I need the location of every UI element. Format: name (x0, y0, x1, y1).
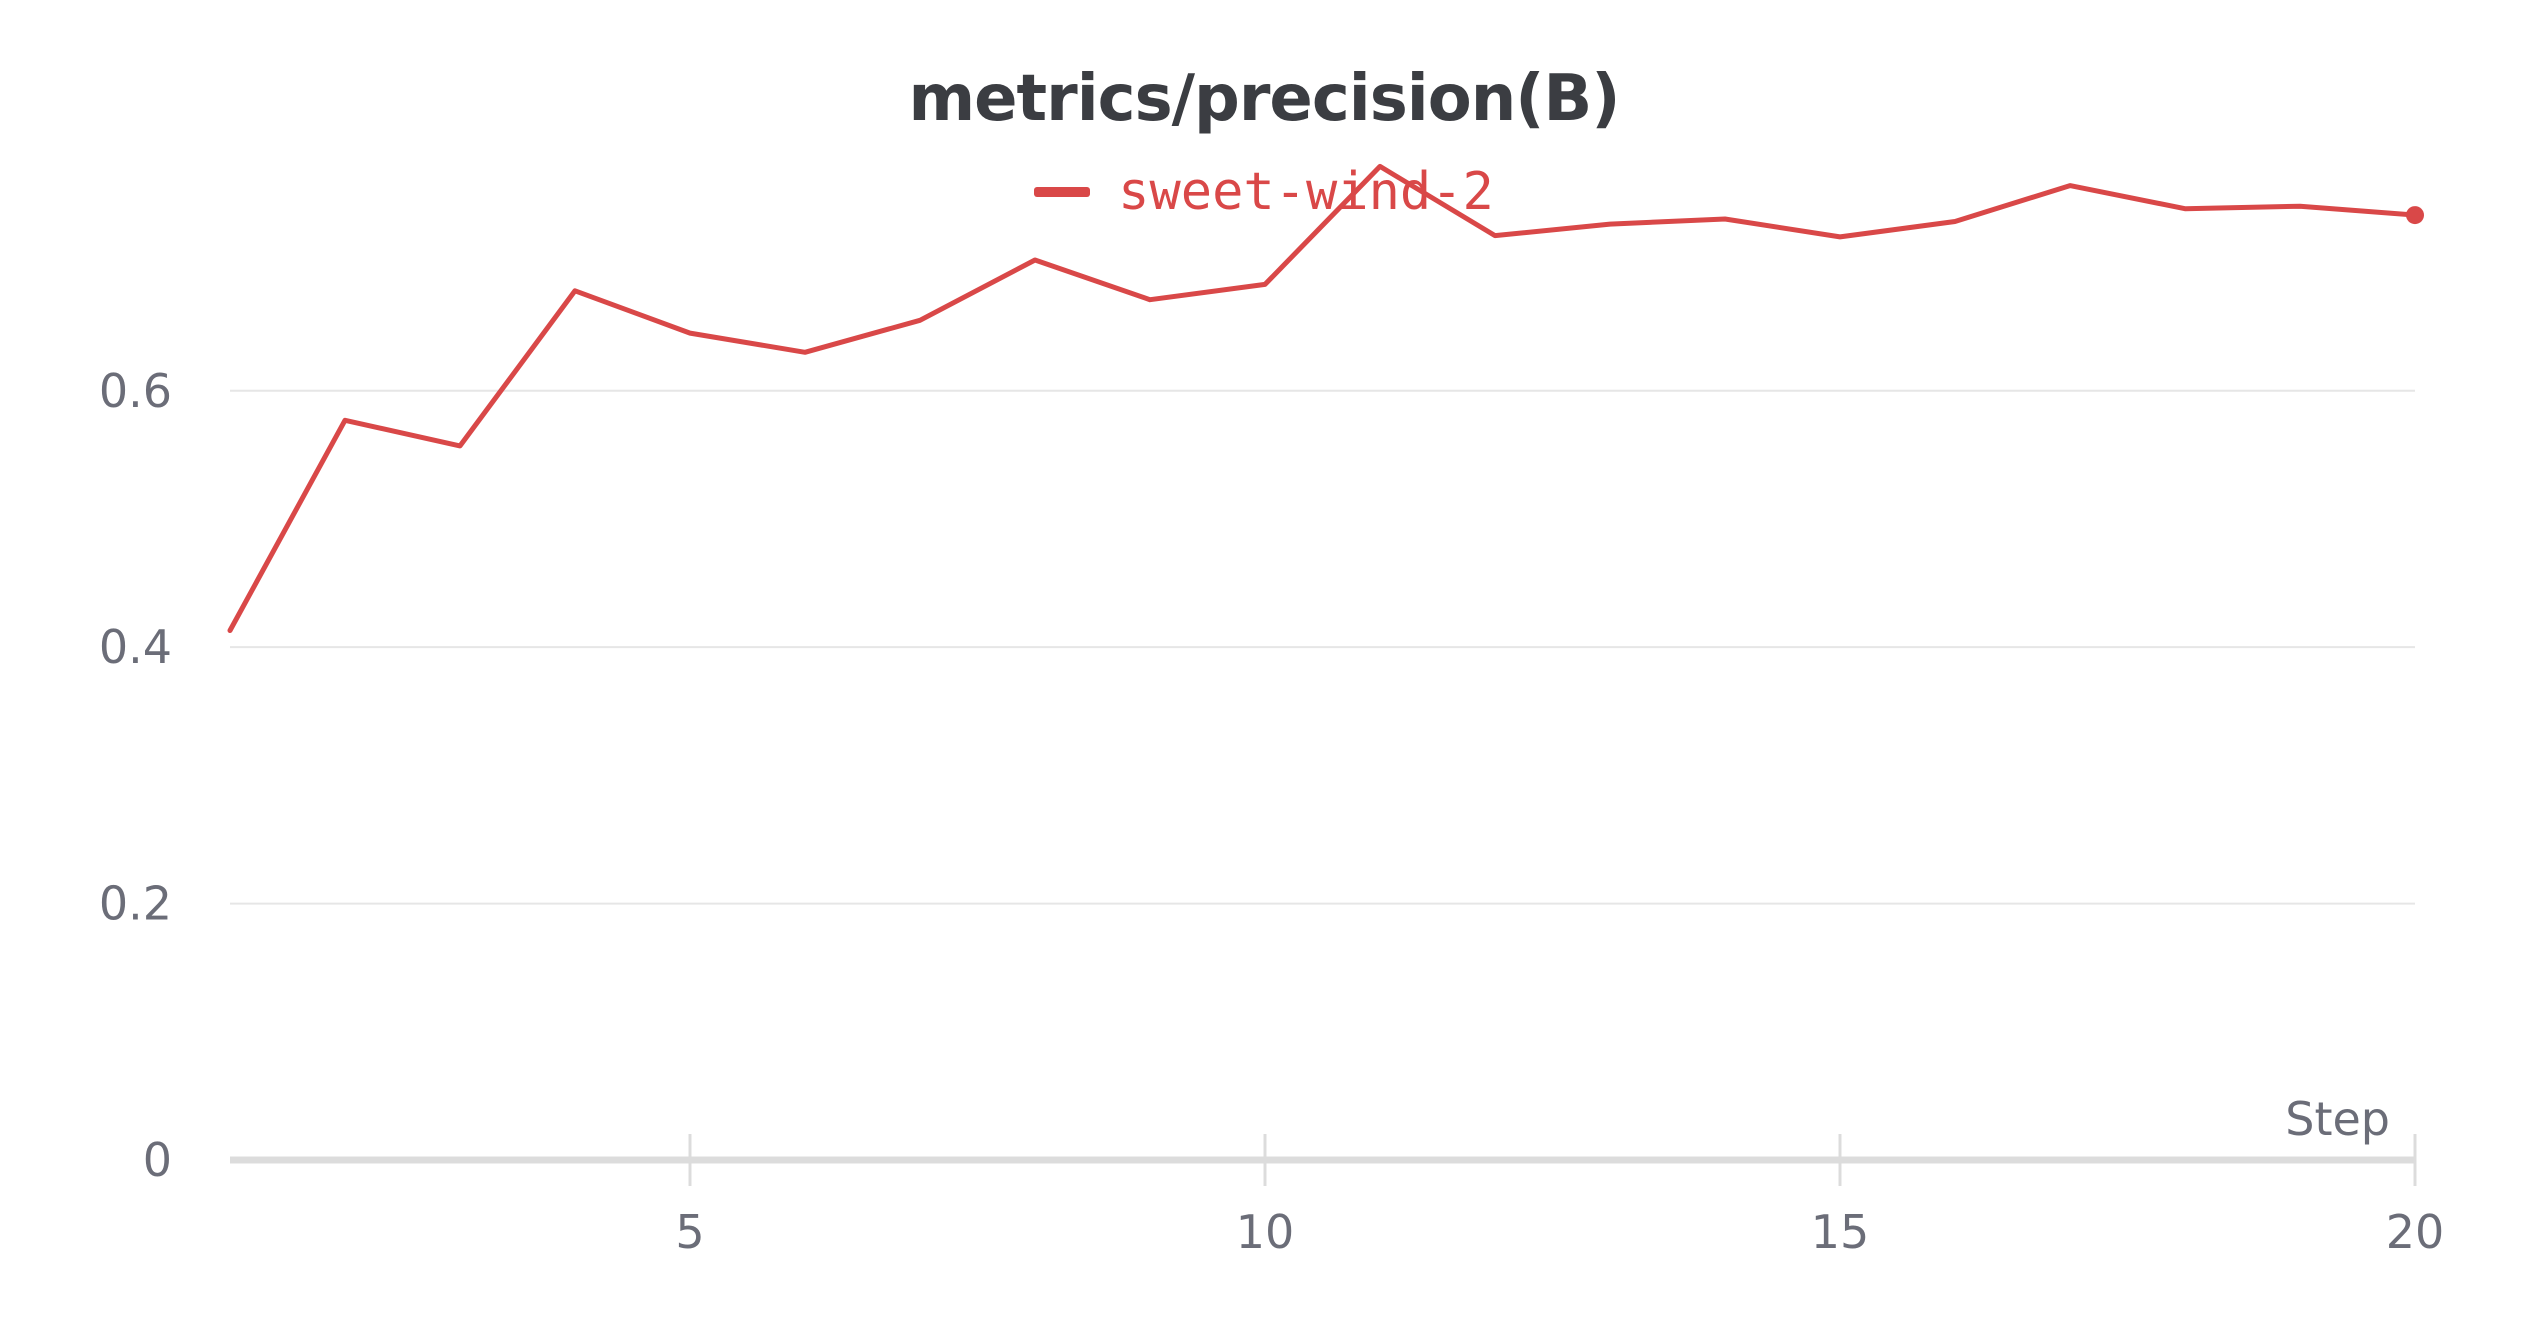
data-point (2181, 205, 2189, 213)
y-tick-label: 0.6 (99, 364, 172, 418)
x-tick-labels: 5 10 15 20 (675, 1205, 2444, 1259)
data-point (801, 348, 809, 356)
data-point (1606, 220, 1614, 228)
grid-lines (230, 389, 2415, 905)
data-point (2066, 182, 2074, 190)
chart-title: metrics/precision(B) (908, 62, 1620, 136)
data-point (571, 287, 579, 295)
y-tick-label: 0.4 (99, 620, 172, 674)
series-layer (226, 162, 2424, 635)
data-point (341, 416, 349, 424)
x-axis (230, 1134, 2417, 1186)
data-point (2296, 202, 2304, 210)
x-tick-label: 20 (2386, 1205, 2445, 1259)
y-axis: 0 0.2 0.4 0.6 (99, 364, 172, 1187)
data-point (686, 329, 694, 337)
data-point (1146, 296, 1154, 304)
data-point (1376, 162, 1384, 170)
data-point (1491, 232, 1499, 240)
legend-item[interactable]: sweet-wind-2 (1034, 162, 1494, 222)
series-line-sweet-wind-2 (227, 163, 2418, 633)
data-point (1721, 215, 1729, 223)
legend-swatch (1034, 187, 1091, 197)
y-tick-label: 0 (143, 1133, 172, 1187)
legend-label: sweet-wind-2 (1118, 162, 1494, 222)
data-point (1031, 256, 1039, 264)
x-axis-title: Step (2285, 1092, 2390, 1146)
x-tick-label: 10 (1236, 1205, 1295, 1259)
last-point-marker (2406, 206, 2424, 225)
data-point (916, 316, 924, 324)
x-tick-label: 15 (1811, 1205, 1870, 1259)
data-point (1836, 233, 1844, 241)
x-tick-label: 5 (675, 1205, 704, 1259)
y-tick-label: 0.2 (99, 877, 172, 931)
legend: sweet-wind-2 (0, 162, 2528, 222)
data-point (456, 442, 464, 450)
data-point (1951, 218, 1959, 226)
data-point (1261, 280, 1269, 288)
data-point (226, 627, 234, 635)
